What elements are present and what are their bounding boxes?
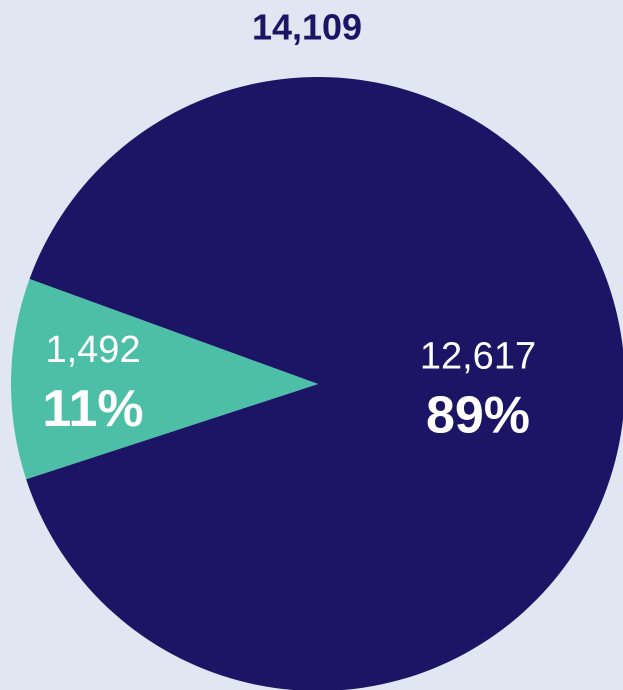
chart-title: 14,109 — [252, 7, 362, 48]
pie-slice — [26, 77, 623, 690]
value-label: 1,492 — [45, 329, 140, 371]
pie-slice — [10, 278, 318, 480]
percent-label: 11% — [42, 380, 143, 438]
percent-label: 89% — [426, 386, 530, 444]
value-label: 12,617 — [420, 336, 536, 378]
